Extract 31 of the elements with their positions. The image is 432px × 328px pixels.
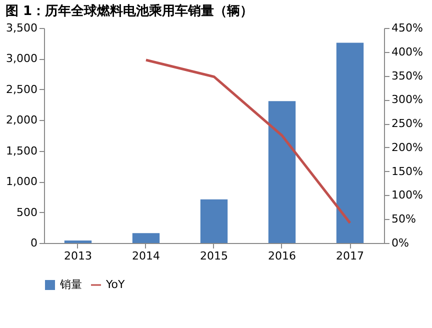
bar bbox=[200, 199, 228, 243]
y-tick-label: 500 bbox=[16, 206, 38, 219]
legend-label: YoY bbox=[105, 278, 125, 291]
y-tick-label: 1,000 bbox=[6, 175, 38, 188]
legend-label: 销量 bbox=[59, 278, 82, 291]
line-series bbox=[144, 58, 352, 224]
y2-tick-label: 200% bbox=[392, 140, 423, 154]
y2-tick-label: 450% bbox=[392, 22, 423, 34]
y2-tick-label: 350% bbox=[392, 69, 423, 82]
x-tick-label: 2017 bbox=[336, 250, 364, 262]
y2-tick-label: 400% bbox=[392, 45, 423, 58]
y2-tick-label: 50% bbox=[392, 212, 416, 226]
y-tick-label: 2,000 bbox=[6, 114, 38, 127]
bar bbox=[132, 233, 160, 243]
bar bbox=[336, 42, 364, 243]
chart-title: 图 1：历年全球燃料电池乘用车销量（辆） bbox=[6, 3, 254, 19]
y2-tick-label: 250% bbox=[392, 117, 423, 130]
y2-tick-label: 100% bbox=[392, 188, 423, 202]
y2-tick-label: 0% bbox=[392, 236, 409, 250]
y-tick-label: 0 bbox=[30, 236, 38, 250]
x-tick-label: 2013 bbox=[64, 250, 92, 262]
x-tick-label: 2016 bbox=[268, 250, 296, 262]
y-tick-label: 3,500 bbox=[6, 22, 38, 34]
bar bbox=[268, 101, 296, 243]
y2-tick-label: 150% bbox=[392, 164, 423, 178]
y2-tick-label: 300% bbox=[392, 93, 423, 106]
y-tick-label: 2,500 bbox=[6, 82, 38, 96]
x-tick-label: 2014 bbox=[132, 250, 160, 262]
y-tick-label: 1,500 bbox=[6, 144, 38, 158]
y-tick-label: 3,000 bbox=[6, 52, 38, 66]
x-tick-label: 2015 bbox=[200, 250, 228, 262]
